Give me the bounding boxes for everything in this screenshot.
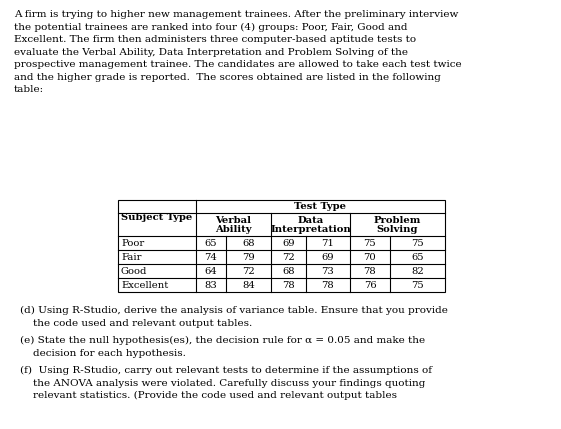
Text: 83: 83 bbox=[205, 281, 217, 290]
Text: 69: 69 bbox=[321, 253, 334, 262]
Text: Fair: Fair bbox=[121, 253, 141, 262]
Text: Subject Type: Subject Type bbox=[121, 214, 192, 223]
Text: 82: 82 bbox=[411, 266, 424, 275]
Text: 75: 75 bbox=[411, 281, 424, 290]
Text: Interpretation: Interpretation bbox=[270, 225, 351, 234]
Text: 68: 68 bbox=[282, 266, 295, 275]
Text: 78: 78 bbox=[364, 266, 376, 275]
Text: 75: 75 bbox=[411, 239, 424, 248]
Text: 72: 72 bbox=[242, 266, 255, 275]
Text: 71: 71 bbox=[321, 239, 334, 248]
Bar bbox=[118, 200, 445, 292]
Text: 75: 75 bbox=[364, 239, 376, 248]
Text: 69: 69 bbox=[282, 239, 295, 248]
Text: 68: 68 bbox=[242, 239, 255, 248]
Text: 76: 76 bbox=[364, 281, 376, 290]
Text: 84: 84 bbox=[242, 281, 255, 290]
Text: (e) State the null hypothesis(es), the decision rule for α = 0.05 and make the
 : (e) State the null hypothesis(es), the d… bbox=[20, 336, 425, 358]
Text: Good: Good bbox=[121, 266, 148, 275]
Text: 73: 73 bbox=[321, 266, 334, 275]
Text: 64: 64 bbox=[205, 266, 217, 275]
Text: 72: 72 bbox=[282, 253, 295, 262]
Text: A firm is trying to higher new management trainees. After the preliminary interv: A firm is trying to higher new managemen… bbox=[14, 10, 462, 94]
Text: (f)  Using R-Studio, carry out relevant tests to determine if the assumptions of: (f) Using R-Studio, carry out relevant t… bbox=[20, 366, 432, 400]
Text: Verbal: Verbal bbox=[215, 216, 251, 225]
Text: Test Type: Test Type bbox=[295, 202, 347, 211]
Text: 65: 65 bbox=[205, 239, 217, 248]
Text: 79: 79 bbox=[242, 253, 255, 262]
Text: 70: 70 bbox=[364, 253, 376, 262]
Text: 78: 78 bbox=[282, 281, 295, 290]
Text: Data: Data bbox=[297, 216, 324, 225]
Text: Poor: Poor bbox=[121, 239, 144, 248]
Text: 65: 65 bbox=[411, 253, 424, 262]
Text: Excellent: Excellent bbox=[121, 281, 168, 290]
Text: Problem: Problem bbox=[374, 216, 421, 225]
Text: 78: 78 bbox=[321, 281, 334, 290]
Text: 74: 74 bbox=[205, 253, 218, 262]
Text: Ability: Ability bbox=[215, 225, 252, 234]
Text: Solving: Solving bbox=[377, 225, 419, 234]
Text: (d) Using R-Studio, derive the analysis of variance table. Ensure that you provi: (d) Using R-Studio, derive the analysis … bbox=[20, 306, 448, 328]
